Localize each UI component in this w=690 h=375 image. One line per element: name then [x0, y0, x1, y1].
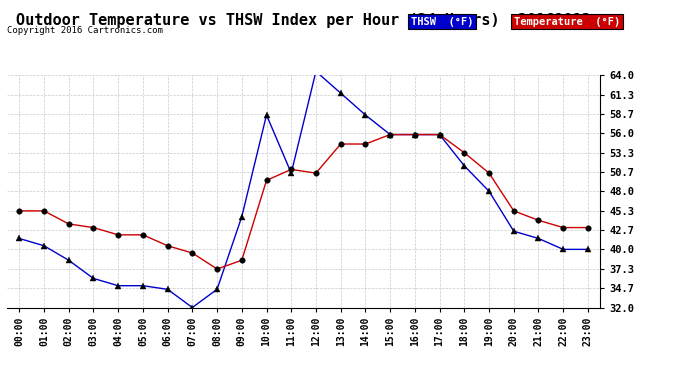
Text: THSW  (°F): THSW (°F)	[411, 17, 473, 27]
Text: Temperature  (°F): Temperature (°F)	[514, 17, 620, 27]
Text: Outdoor Temperature vs THSW Index per Hour (24 Hours)  20161013: Outdoor Temperature vs THSW Index per Ho…	[16, 13, 591, 28]
Text: Copyright 2016 Cartronics.com: Copyright 2016 Cartronics.com	[7, 26, 163, 35]
